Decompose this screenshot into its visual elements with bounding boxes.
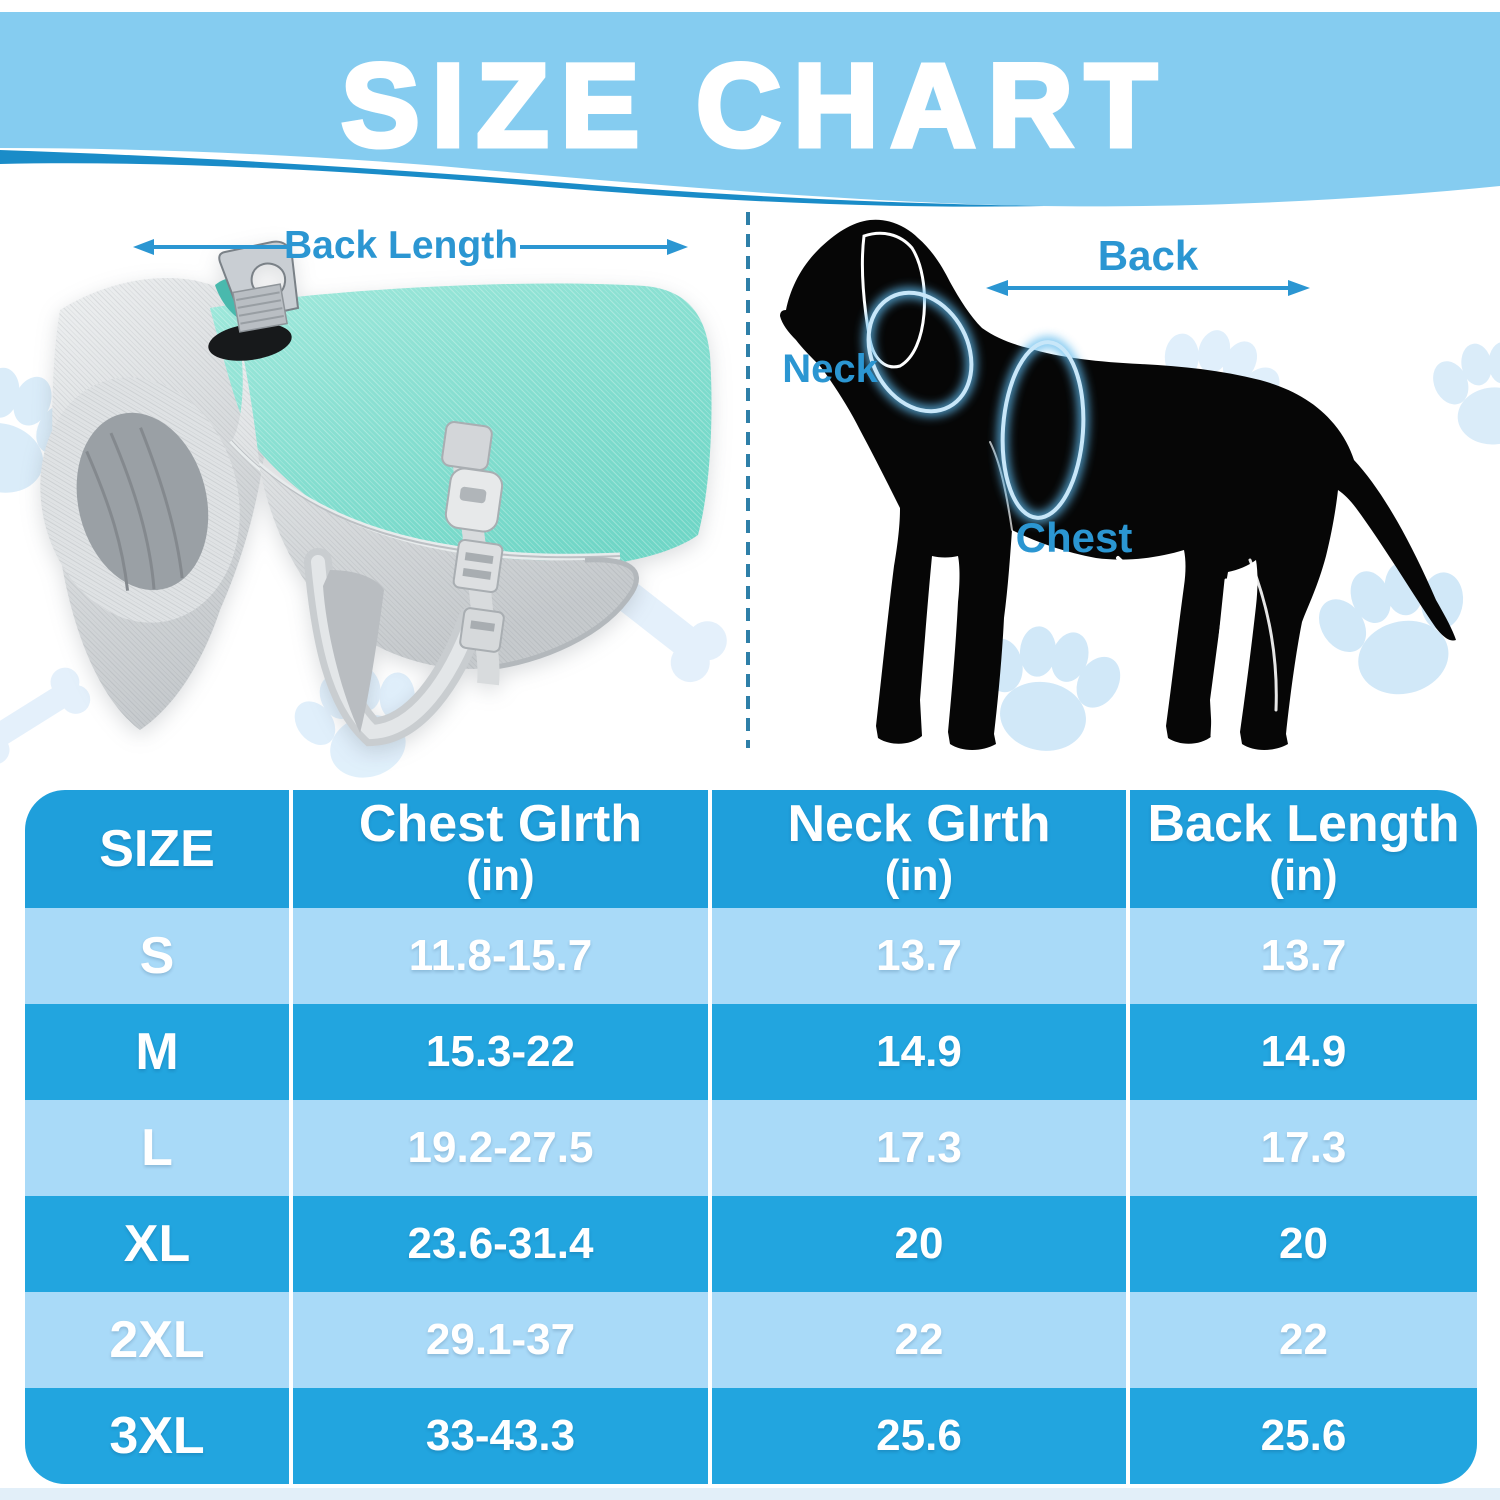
- neck-label: Neck: [782, 347, 878, 391]
- back-value: 20: [1279, 1219, 1328, 1268]
- table-cell: 11.8-15.7: [293, 908, 712, 1004]
- chest-value: 23.6-31.4: [407, 1219, 594, 1268]
- table-cell: 22: [1130, 1292, 1477, 1388]
- col-header-neck: Neck GIrth (in): [712, 790, 1130, 908]
- chest-value: 11.8-15.7: [408, 931, 593, 980]
- chest-value: 29.1-37: [425, 1315, 576, 1364]
- neck-value: 20: [894, 1219, 944, 1268]
- header-banner: SIZE CHART: [0, 0, 1500, 230]
- table-cell: 13.7: [712, 908, 1130, 1004]
- col-header-label: Back Length: [1147, 794, 1460, 853]
- back-value: 17.3: [1260, 1123, 1347, 1172]
- table-row-size: XL: [25, 1196, 293, 1292]
- table-row-size: 3XL: [25, 1388, 293, 1484]
- chest-measurement-ring: [997, 337, 1089, 523]
- col-header-label: Neck GIrth: [787, 794, 1051, 853]
- d-ring-webbing: [232, 283, 288, 333]
- leash-d-ring: [208, 240, 300, 361]
- chest-value: 15.3-22: [425, 1027, 576, 1076]
- col-header-unit: (in): [466, 851, 535, 901]
- strap-adjuster-1: [452, 538, 504, 594]
- table-row-size: S: [25, 908, 293, 1004]
- neck-value: 22: [894, 1315, 944, 1364]
- table-cell: 23.6-31.4: [293, 1196, 712, 1292]
- table-cell: 14.9: [712, 1004, 1130, 1100]
- dog-silhouette-diagram: [780, 219, 1456, 750]
- back-value: 14.9: [1260, 1027, 1347, 1076]
- table-row-size: L: [25, 1100, 293, 1196]
- back-value: 25.6: [1260, 1411, 1347, 1460]
- size-value: 2XL: [109, 1311, 205, 1369]
- table-cell: 17.3: [712, 1100, 1130, 1196]
- neck-value: 17.3: [876, 1123, 962, 1172]
- col-header-label: SIZE: [99, 819, 215, 878]
- harness-product-photo: [40, 240, 712, 747]
- col-header-label: Chest GIrth: [358, 794, 643, 853]
- bottom-edge-strip: [0, 1488, 1500, 1500]
- table-cell: 25.6: [1130, 1388, 1477, 1484]
- col-header-chest: Chest GIrth (in): [293, 790, 712, 908]
- neck-value: 13.7: [876, 931, 962, 980]
- table-cell: 33-43.3: [293, 1388, 712, 1484]
- size-value: 3XL: [109, 1407, 205, 1465]
- table-cell: 20: [1130, 1196, 1477, 1292]
- back-value: 22: [1279, 1315, 1328, 1364]
- banner-wave-graphic: [0, 12, 1500, 207]
- table-row-size: 2XL: [25, 1292, 293, 1388]
- size-table: SIZE Chest GIrth (in) Neck GIrth (in) Ba…: [25, 790, 1477, 1484]
- col-header-unit: (in): [1269, 851, 1338, 901]
- strap-adjuster-2: [459, 607, 505, 653]
- back-value: 13.7: [1260, 931, 1347, 980]
- table-cell: 20: [712, 1196, 1130, 1292]
- table-row-size: M: [25, 1004, 293, 1100]
- back-arrow: [986, 280, 1310, 296]
- col-header-unit: (in): [884, 851, 954, 901]
- table-cell: 25.6: [712, 1388, 1130, 1484]
- table-cell: 29.1-37: [293, 1292, 712, 1388]
- col-header-back: Back Length (in): [1130, 790, 1477, 908]
- chest-label: Chest: [1015, 514, 1133, 561]
- annotation-overlay: [133, 212, 1310, 748]
- chest-value: 19.2-27.5: [407, 1123, 594, 1172]
- dog-silhouette: [780, 219, 1456, 750]
- table-cell: 19.2-27.5: [293, 1100, 712, 1196]
- size-value: XL: [123, 1215, 191, 1273]
- neck-measurement-ring: [863, 287, 977, 417]
- table-cell: 15.3-22: [293, 1004, 712, 1100]
- page-title: SIZE CHART: [339, 38, 1169, 175]
- size-value: M: [135, 1023, 179, 1081]
- neck-value: 25.6: [876, 1411, 962, 1460]
- back-length-label: Back Length: [283, 224, 519, 267]
- harness-armhole: [40, 377, 240, 623]
- table-cell: 22: [712, 1292, 1130, 1388]
- back-length-arrow: [133, 239, 688, 255]
- col-header-size: SIZE: [25, 790, 293, 908]
- piping-shadow-line: [231, 439, 621, 559]
- table-cell: 17.3: [1130, 1100, 1477, 1196]
- table-cell: 14.9: [1130, 1004, 1477, 1100]
- size-value: L: [141, 1119, 173, 1177]
- chest-flap: [323, 570, 384, 733]
- belly-strap: [304, 548, 486, 747]
- buckle-strap: [441, 421, 505, 686]
- table-cell: 13.7: [1130, 908, 1477, 1004]
- size-value: S: [139, 927, 175, 985]
- back-label: Back: [1097, 232, 1199, 279]
- chest-value: 33-43.3: [425, 1411, 576, 1460]
- neck-value: 14.9: [876, 1027, 962, 1076]
